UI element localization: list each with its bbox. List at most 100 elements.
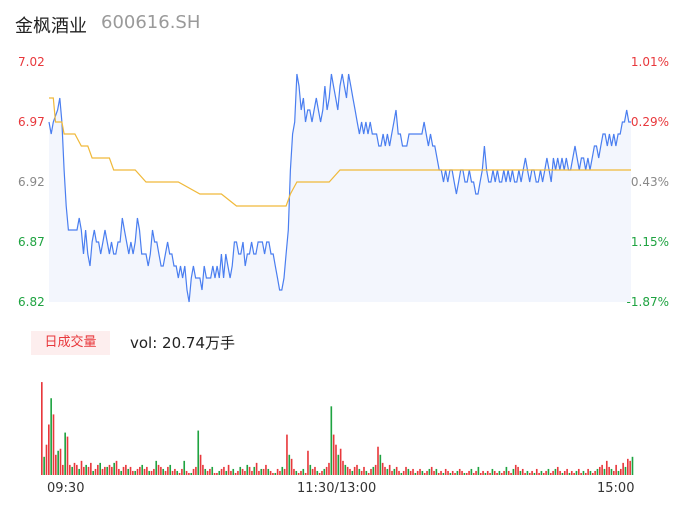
volume-bar [482,470,484,475]
volume-bar [566,468,568,475]
volume-bar [531,470,533,475]
volume-bar [176,470,179,475]
volume-bar [321,470,323,475]
y-right-tick: 0.29% [630,115,669,129]
volume-bar [430,466,433,475]
volume-bar [498,470,501,475]
volume-bar [395,466,398,475]
volume-bar [491,468,494,475]
volume-bar [276,468,279,475]
volume-bar [379,454,382,475]
volume-bar [78,468,80,475]
volume-bar [384,466,386,475]
volume-bar [370,468,372,475]
volume-bar [178,472,181,475]
volume-bar [104,466,106,475]
y-right-tick: -1.15% [626,235,669,249]
volume-bar [97,464,99,475]
volume-bar [297,472,300,475]
volume-bar [248,466,251,475]
volume-bar [281,466,284,475]
volume-bar [318,472,321,475]
volume-bar [580,472,582,475]
volume-bar [577,468,580,475]
volume-bar [267,468,270,475]
volume-bar [365,470,368,475]
x-tick-midday: 11:30/13:00 [297,481,377,496]
price-line [48,73,631,303]
volume-bar [241,468,244,475]
volume-bar [332,434,335,475]
volume-tab[interactable]: 日成交量 [31,331,110,355]
volume-summary: vol: 20.74万手 [130,334,235,352]
volume-bar [304,472,307,475]
volume-bar [220,468,223,475]
volume-bar [295,470,298,475]
volume-bar [237,470,239,475]
volume-bar [393,468,396,475]
volume-bar [342,460,344,475]
volume-bar [363,466,365,475]
volume-bar [435,468,438,475]
volume-bar [115,460,118,475]
volume-bar [300,470,302,475]
volume-bar [85,464,87,475]
volume-bar [209,468,211,475]
volume-bar [71,466,73,475]
volume-bar [605,460,608,475]
volume-bar [423,472,426,475]
volume-bar [309,464,312,475]
volume-bar [573,472,575,475]
volume-bar [377,446,379,475]
volume-bar [470,468,473,475]
volume-bar [622,462,624,475]
volume-bar [218,470,221,475]
volume-bar [615,464,617,475]
volume-bar [279,470,281,475]
volume-bar [132,470,134,475]
volume-bar [307,450,309,475]
volume-bar [535,468,538,475]
volume-bar [150,470,153,475]
volume-bar [346,466,349,475]
volume-bar [90,462,92,475]
volume-bar [353,466,356,475]
volume-bar [416,470,419,475]
volume-bar [55,454,57,475]
volume-bar [108,464,111,475]
price-area [49,74,631,302]
volume-bar [444,468,447,475]
volume-bar [136,468,139,475]
volume-bar [246,464,249,475]
volume-bar [500,472,503,475]
volume-bar [414,472,417,475]
volume-bar [122,466,125,475]
volume-bar [335,444,337,475]
volume-bar [328,462,330,475]
volume-bar [400,472,403,475]
volume-bar [514,464,517,475]
volume-bar [631,456,634,475]
volume-bar [412,468,414,475]
volume-bar [421,470,424,475]
volume-bar [293,468,295,475]
volume-bar [619,468,622,475]
volume-bar [225,470,228,475]
volume-bar [272,472,274,475]
volume-bar [66,436,69,475]
volume-bar [190,472,193,475]
y-left-tick: 6.82 [18,295,45,309]
volume-bar [486,470,489,475]
volume-bar [545,470,547,475]
volume-bar [503,470,505,475]
volume-bar [118,468,120,475]
volume-bar [87,466,90,475]
volume-bar [211,466,214,475]
volume-bar [493,470,496,475]
volume-bar [230,470,232,475]
volume-bar [381,462,384,475]
volume-bar [398,470,400,475]
volume-bar [587,468,589,475]
volume-bar [99,462,101,475]
y-left-tick: 6.92 [18,175,45,189]
